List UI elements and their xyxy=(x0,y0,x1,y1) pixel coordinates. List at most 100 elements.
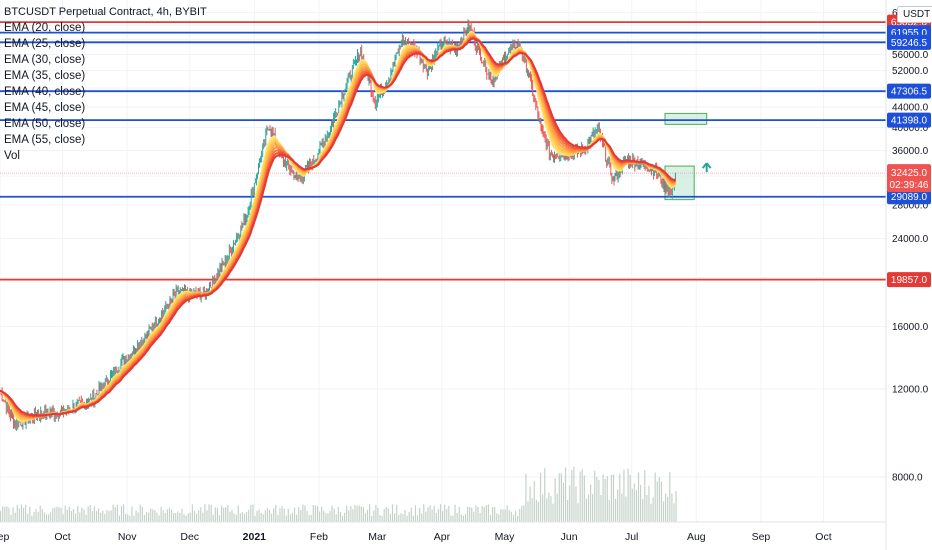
volume-bar xyxy=(139,504,141,522)
volume-bar xyxy=(173,513,175,522)
volume-bar xyxy=(50,512,52,522)
volume-bar xyxy=(243,513,246,522)
volume-bar xyxy=(373,510,375,522)
volume-bar xyxy=(239,513,241,522)
volume-bar xyxy=(569,485,571,522)
volume-bar xyxy=(398,515,400,522)
volume-bar xyxy=(385,506,387,522)
legend-ema-30[interactable]: EMA (30, close) xyxy=(4,54,86,66)
volume-bar xyxy=(364,513,367,522)
x-tick-label: Apr xyxy=(434,531,451,543)
volume-bar xyxy=(87,506,89,522)
volume-bar xyxy=(79,512,81,522)
plot-background xyxy=(0,0,886,522)
volume-bar xyxy=(291,512,294,522)
volume-bar xyxy=(185,515,187,522)
volume-bar xyxy=(20,504,23,522)
volume-bar xyxy=(483,507,485,522)
volume-bar xyxy=(387,508,389,522)
volume-bar xyxy=(354,504,356,522)
volume-bar xyxy=(473,511,475,522)
volume-bar xyxy=(525,473,527,522)
current-price-badge xyxy=(887,164,931,193)
zone-rect[interactable] xyxy=(664,112,708,125)
legend-vol[interactable]: Vol xyxy=(4,150,20,162)
volume-bar xyxy=(110,510,112,522)
volume-bar xyxy=(33,511,35,522)
time-axis[interactable]: Sep Oct Nov Dec 2021 Feb Mar Apr May Jun Jul Aug Sep… xyxy=(0,531,832,543)
volume-bar xyxy=(583,475,585,522)
volume-bar xyxy=(573,466,575,522)
volume-bar xyxy=(560,473,562,522)
volume-bar xyxy=(304,505,306,522)
volume-bar xyxy=(25,504,27,522)
volume-bar xyxy=(635,490,638,522)
legend-ema-35[interactable]: EMA (35, close) xyxy=(4,70,86,82)
volume-bar xyxy=(264,510,266,522)
volume-bar xyxy=(675,491,677,522)
volume-bar xyxy=(673,503,675,522)
volume-bar xyxy=(652,497,654,522)
volume-bar xyxy=(346,505,348,522)
x-tick-label: Sep xyxy=(752,531,771,543)
volume-bar xyxy=(421,513,423,522)
volume-bar xyxy=(212,514,214,522)
volume-bar xyxy=(665,493,667,522)
volume-bar xyxy=(260,513,262,522)
legend-ema-25[interactable]: EMA (25, close) xyxy=(4,38,86,50)
legend-ema-55[interactable]: EMA (55, close) xyxy=(4,134,86,146)
volume-bar xyxy=(308,515,310,522)
volume-bar xyxy=(131,506,133,522)
volume-bar xyxy=(350,506,352,522)
volume-bar xyxy=(125,513,127,522)
price-axis[interactable]: 8000.012000.016000.020000.024000.028000.… xyxy=(892,8,929,484)
volume-bar xyxy=(608,499,610,522)
legend-ema-50[interactable]: EMA (50, close) xyxy=(4,118,86,130)
volume-bar xyxy=(441,510,444,522)
volume-bar xyxy=(592,494,594,522)
volume-bar xyxy=(642,498,644,522)
volume-bar xyxy=(604,478,606,522)
legend-ema-45[interactable]: EMA (45, close) xyxy=(4,102,86,114)
volume-bar xyxy=(448,505,450,522)
volume-bar xyxy=(640,484,642,522)
y-tick-label: 44000.0 xyxy=(892,102,929,113)
volume-bar xyxy=(318,511,321,522)
volume-bar xyxy=(527,501,529,522)
currency-unit-label[interactable]: USDT xyxy=(897,6,932,23)
volume-bar xyxy=(542,494,544,522)
y-tick-label: 56000.0 xyxy=(892,50,929,61)
volume-bar xyxy=(189,512,191,522)
volume-bar xyxy=(75,513,77,522)
volume-bar xyxy=(83,509,85,522)
volume-bar xyxy=(554,478,556,522)
volume-bar xyxy=(195,513,198,522)
volume-bar xyxy=(658,477,660,522)
volume-bar xyxy=(414,505,417,522)
legend-ema-40[interactable]: EMA (40, close) xyxy=(4,86,86,98)
volume-bar xyxy=(0,511,2,522)
volume-bar xyxy=(158,515,160,522)
legend-ema-20[interactable]: EMA (20, close) xyxy=(4,22,86,34)
level-badge-label: 47306.5 xyxy=(891,87,928,98)
volume-bar xyxy=(587,494,590,522)
x-tick-label: Jul xyxy=(625,531,638,543)
volume-bar xyxy=(254,515,256,522)
volume-bar xyxy=(18,508,20,522)
volume-bar xyxy=(508,510,510,522)
volume-bar xyxy=(114,507,116,522)
volume-bar xyxy=(581,469,583,522)
volume-bar xyxy=(208,504,210,522)
volume-bar xyxy=(2,506,4,522)
y-tick-label: 40000.0 xyxy=(892,123,929,134)
x-tick-label: Oct xyxy=(54,531,70,543)
volume-bar xyxy=(446,509,448,522)
volume-bar xyxy=(537,501,540,522)
volume-bar xyxy=(160,506,162,522)
volume-bar xyxy=(366,509,369,522)
volume-bar xyxy=(491,507,494,522)
volume-bar xyxy=(466,506,469,522)
volume-bar xyxy=(133,515,135,522)
volume-bar xyxy=(156,512,158,522)
